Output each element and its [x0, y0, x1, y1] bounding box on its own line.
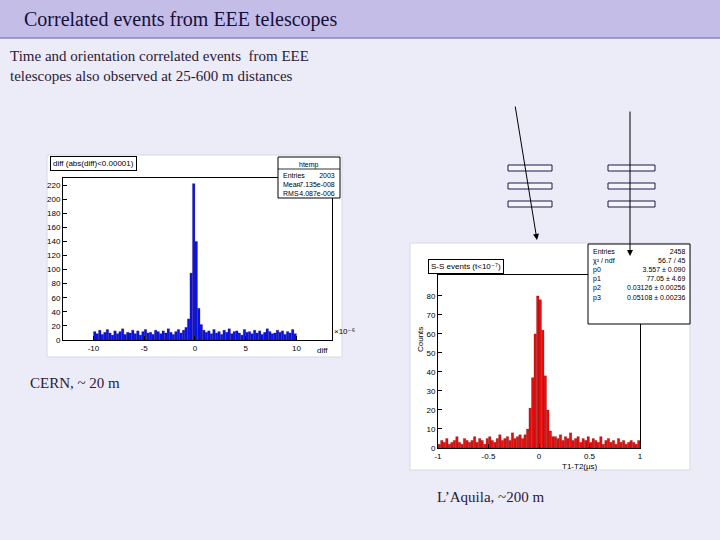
svg-text:T1-T2(µs): T1-T2(µs) — [562, 462, 598, 471]
svg-text:-1: -1 — [434, 452, 442, 461]
svg-text:L’Aquila, ~200 m: L’Aquila, ~200 m — [437, 489, 544, 505]
svg-text:220: 220 — [47, 181, 61, 190]
svg-text:diff: diff — [317, 346, 328, 355]
svg-text:20: 20 — [426, 406, 435, 415]
svg-text:0: 0 — [431, 444, 436, 453]
svg-text:140: 140 — [47, 237, 61, 246]
svg-text:×10⁻⁶: ×10⁻⁶ — [334, 327, 355, 336]
svg-text:10: 10 — [292, 344, 301, 353]
svg-text:0.5: 0.5 — [584, 452, 596, 461]
svg-text:100: 100 — [47, 265, 61, 274]
svg-text:Counts: Counts — [416, 327, 425, 352]
svg-text:diff (abs(diff)<0.00001): diff (abs(diff)<0.00001) — [53, 159, 134, 168]
svg-text:CERN, ~ 20 m: CERN, ~ 20 m — [30, 375, 120, 391]
svg-text:120: 120 — [47, 251, 61, 260]
svg-text:60: 60 — [426, 330, 435, 339]
svg-text:70: 70 — [426, 311, 435, 320]
svg-text:0: 0 — [537, 452, 542, 461]
svg-text:Correlated events from EEE tel: Correlated events from EEE telescopes — [24, 8, 337, 31]
svg-text:5: 5 — [243, 344, 248, 353]
svg-text:-10: -10 — [88, 344, 100, 353]
svg-text:S-S events (t<10⁻⁷): S-S events (t<10⁻⁷) — [431, 262, 501, 271]
svg-text:2003-7.135e-0084.087e-006: 2003-7.135e-0084.087e-006 — [297, 172, 335, 197]
svg-text:200: 200 — [47, 195, 61, 204]
svg-text:-0.5: -0.5 — [482, 452, 496, 461]
svg-text:Time and orientation correlate: Time and orientation correlated events f… — [10, 48, 309, 84]
svg-text:Entriesχ² / ndfp0p1p2p3: Entriesχ² / ndfp0p1p2p3 — [593, 248, 615, 302]
svg-text:EntriesMeanRMS: EntriesMeanRMS — [283, 172, 305, 197]
svg-text:80: 80 — [426, 292, 435, 301]
svg-text:180: 180 — [47, 209, 61, 218]
svg-text:0: 0 — [193, 344, 198, 353]
svg-text:1: 1 — [638, 452, 643, 461]
svg-text:htemp: htemp — [299, 161, 319, 169]
svg-text:160: 160 — [47, 223, 61, 232]
svg-text:-5: -5 — [141, 344, 149, 353]
svg-text:30: 30 — [426, 387, 435, 396]
svg-text:0: 0 — [56, 336, 61, 345]
svg-text:10: 10 — [426, 425, 435, 434]
svg-text:20: 20 — [51, 322, 60, 331]
svg-text:50: 50 — [426, 349, 435, 358]
svg-text:40: 40 — [426, 368, 435, 377]
svg-text:40: 40 — [51, 308, 60, 317]
svg-text:80: 80 — [51, 279, 60, 288]
svg-text:60: 60 — [51, 294, 60, 303]
svg-text:245856.7 / 453.557 ± 0.09077.0: 245856.7 / 453.557 ± 0.09077.05 ± 4.690.… — [627, 248, 685, 301]
